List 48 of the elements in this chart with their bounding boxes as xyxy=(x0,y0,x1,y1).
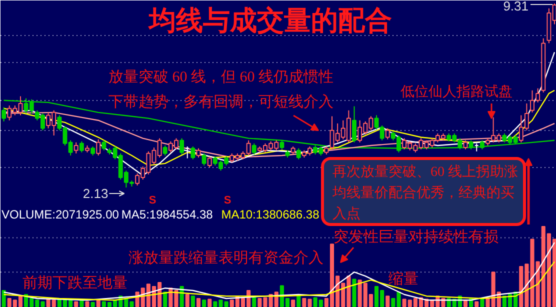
text: MA10:1380686.38 xyxy=(221,208,320,222)
candlestick xyxy=(196,148,201,158)
annotation: 9.31 xyxy=(503,0,529,14)
annotation: 2.13 xyxy=(82,186,108,201)
candlestick xyxy=(180,138,184,155)
annotation: 前期下跌至地量 xyxy=(22,274,128,292)
bar xyxy=(296,296,301,307)
bar xyxy=(96,300,100,307)
text: S xyxy=(148,194,156,206)
candlestick xyxy=(296,148,301,160)
bar xyxy=(352,278,356,307)
bar xyxy=(90,302,95,307)
bar xyxy=(480,298,484,307)
annotation: 低位仙人指路试盘 xyxy=(400,84,512,100)
candlestick xyxy=(96,138,101,156)
text: S xyxy=(224,194,232,206)
annotation: 放量突破 60 线，但 60 线仍成惯性下带趋势，多有回调，可短线介入 xyxy=(108,68,334,110)
annotation: 再次放量突破、60 线上拐助涨均线量价配合优秀，经典的买入点 xyxy=(332,164,518,222)
bar xyxy=(196,298,201,307)
bar xyxy=(74,301,78,307)
text: MA5:1984554.38 xyxy=(121,208,214,222)
candlestick xyxy=(207,156,212,168)
bar xyxy=(208,298,212,307)
bar xyxy=(190,296,195,307)
candlestick xyxy=(102,140,106,151)
text: VOLUME:2071925.00 xyxy=(2,208,120,222)
candlestick xyxy=(190,146,196,160)
candlestick xyxy=(202,152,206,166)
bar xyxy=(185,294,190,307)
candlestick xyxy=(79,140,84,153)
candlestick xyxy=(352,106,356,143)
candlestick xyxy=(74,142,78,154)
annotation: 缩量 xyxy=(388,270,418,288)
annotation: 涨放量跌缩量表明有资金介入 xyxy=(128,250,324,266)
chart-title: 均线与成交量的配合 xyxy=(147,6,392,36)
candlestick xyxy=(385,128,390,140)
candlestick xyxy=(2,106,6,122)
bar xyxy=(291,300,296,307)
bar xyxy=(386,296,390,307)
bar xyxy=(163,292,168,307)
bar xyxy=(463,300,468,307)
candlestick xyxy=(162,144,168,156)
bar xyxy=(474,301,479,307)
candlestick xyxy=(252,142,256,155)
bar xyxy=(2,290,6,307)
annotation: 突发性巨量对持续性有损 xyxy=(334,228,498,246)
bar xyxy=(85,301,90,307)
bar xyxy=(202,300,206,307)
